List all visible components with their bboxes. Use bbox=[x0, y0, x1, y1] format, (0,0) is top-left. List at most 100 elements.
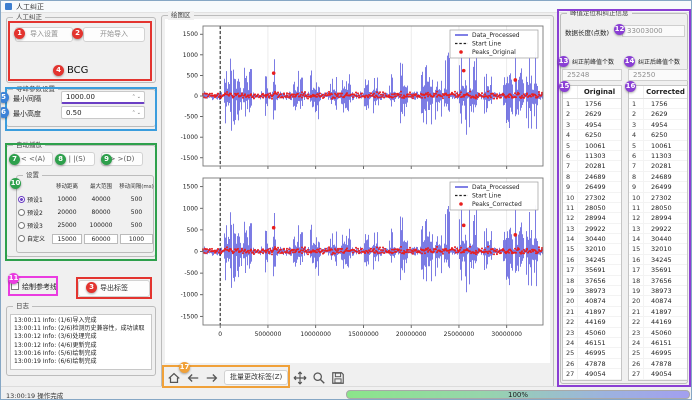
table-row[interactable]: 6 11303 bbox=[563, 150, 621, 162]
table-row[interactable]: 23 45060 bbox=[629, 327, 687, 338]
table-row[interactable]: 26 47878 bbox=[629, 358, 687, 370]
preset-radio[interactable] bbox=[18, 196, 25, 203]
table-row[interactable]: 3 4954 bbox=[629, 119, 687, 131]
table-row[interactable]: 13 29922 bbox=[629, 223, 687, 235]
table-row[interactable]: 27 49054 bbox=[629, 369, 687, 380]
preset-move-distance[interactable]: 15000 bbox=[52, 233, 82, 244]
home-icon[interactable] bbox=[167, 370, 181, 384]
peak-value: 4954 bbox=[651, 120, 668, 129]
table-row[interactable]: 18 37656 bbox=[563, 275, 621, 287]
svg-text:-1000: -1000 bbox=[181, 292, 199, 299]
table-row[interactable]: 14 30440 bbox=[563, 234, 621, 245]
table-row[interactable]: 19 38973 bbox=[563, 286, 621, 297]
table-row[interactable]: 1 1756 bbox=[563, 99, 621, 110]
step-back-button[interactable]: < <(A) bbox=[13, 152, 53, 166]
table-row[interactable]: 20 40874 bbox=[563, 296, 621, 307]
table-row[interactable]: 26 47878 bbox=[563, 358, 621, 370]
signal-chart-original[interactable]: -1500 -1000 -500 0 500 1000 1500 Data_Processed… bbox=[167, 21, 549, 171]
table-row[interactable]: 2 2629 bbox=[629, 109, 687, 120]
table-row[interactable]: 27 49054 bbox=[563, 369, 621, 380]
back-arrow-icon[interactable] bbox=[186, 370, 200, 384]
preset-max-range[interactable]: 100000 bbox=[89, 222, 113, 229]
table-row[interactable]: 19 38973 bbox=[629, 286, 687, 297]
table-row[interactable]: 25 46995 bbox=[629, 348, 687, 359]
table-row[interactable]: 15 32010 bbox=[629, 244, 687, 255]
table-row[interactable]: 14 30440 bbox=[629, 234, 687, 245]
table-row[interactable]: 16 34245 bbox=[563, 254, 621, 266]
table-row[interactable]: 13 29922 bbox=[563, 223, 621, 235]
preset-radio[interactable] bbox=[18, 209, 25, 216]
table-row[interactable]: 16 34245 bbox=[629, 254, 687, 266]
table-row[interactable]: 21 41897 bbox=[563, 306, 621, 318]
table-row[interactable]: 15 32010 bbox=[563, 244, 621, 255]
original-peaks-table[interactable]: Original 1 1756 2 2629 3 4954 bbox=[562, 85, 622, 381]
table-row[interactable]: 2 2629 bbox=[563, 109, 621, 120]
table-row[interactable]: 24 46151 bbox=[629, 337, 687, 349]
signal-chart-corrected[interactable]: -1500 -1000 -500 0 500 1000 1500 0 5000000 100000… bbox=[167, 173, 549, 343]
table-row[interactable]: 11 28050 bbox=[629, 202, 687, 214]
preset-max-range[interactable]: 80000 bbox=[91, 209, 111, 216]
export-labels-button[interactable]: 导出标签 bbox=[78, 280, 150, 297]
table-row[interactable]: 18 37656 bbox=[629, 275, 687, 287]
table-row[interactable]: 1 1756 bbox=[629, 99, 687, 110]
min-height-spinbox[interactable]: 0.50 ⌃⌄ bbox=[61, 106, 145, 119]
table-row[interactable]: 24 46151 bbox=[563, 337, 621, 349]
table-row[interactable]: 4 6250 bbox=[563, 130, 621, 141]
corrected-peaks-table[interactable]: Corrected 1 1756 2 2629 3 4954 bbox=[628, 85, 688, 381]
preset-move-interval[interactable]: 500 bbox=[130, 196, 143, 203]
table-row[interactable]: 7 20281 bbox=[563, 161, 621, 172]
preset-move-distance[interactable]: 25000 bbox=[57, 222, 77, 229]
table-row[interactable]: 17 35691 bbox=[629, 265, 687, 276]
table-row[interactable]: 22 44169 bbox=[629, 317, 687, 328]
preset-move-interval[interactable]: 1000 bbox=[120, 233, 153, 244]
table-row[interactable]: 3 4954 bbox=[563, 119, 621, 131]
table-row[interactable]: 6 11303 bbox=[629, 150, 687, 162]
spin-arrows-icon[interactable]: ⌃⌄ bbox=[131, 94, 142, 100]
preset-radio[interactable] bbox=[18, 222, 25, 229]
table-row[interactable]: 10 27302 bbox=[563, 192, 621, 203]
table-row[interactable]: 25 46995 bbox=[563, 348, 621, 359]
table-row[interactable]: 8 24689 bbox=[563, 171, 621, 183]
save-floppy-icon[interactable] bbox=[331, 370, 345, 384]
preset-row[interactable]: 预设1 10000 40000 500 bbox=[16, 193, 154, 206]
batch-edit-labels-button[interactable]: 批量更改标签(Z) bbox=[224, 369, 289, 385]
preset-max-range[interactable]: 60000 bbox=[84, 233, 118, 244]
import-settings-button[interactable]: 导入设置 bbox=[15, 27, 73, 42]
step-forward-button[interactable]: > >(D) bbox=[101, 152, 143, 166]
preset-move-interval[interactable]: 500 bbox=[130, 209, 143, 216]
preset-radio[interactable] bbox=[18, 235, 25, 242]
table-row[interactable]: 9 26499 bbox=[629, 182, 687, 193]
table-row[interactable]: 12 28994 bbox=[563, 213, 621, 224]
table-row[interactable]: 9 26499 bbox=[563, 182, 621, 193]
pan-arrows-icon[interactable] bbox=[293, 370, 307, 385]
pause-button[interactable]: | |(S) bbox=[59, 152, 95, 166]
start-import-button[interactable]: 开始导入 bbox=[83, 27, 145, 42]
log-list[interactable]: 13:00:11 Info: (1/6)导入完成 13:00:11 Info: (… bbox=[10, 314, 152, 370]
table-row[interactable]: 10 27302 bbox=[629, 192, 687, 203]
table-row[interactable]: 22 44169 bbox=[563, 317, 621, 328]
magnifier-icon[interactable] bbox=[312, 370, 326, 384]
table-row[interactable]: 5 10061 bbox=[563, 140, 621, 151]
preset-row[interactable]: 自定义 15000 60000 1000 bbox=[16, 232, 154, 245]
preset-max-range[interactable]: 40000 bbox=[91, 196, 111, 203]
spin-arrows-icon[interactable]: ⌃⌄ bbox=[131, 109, 142, 116]
peak-value: 37656 bbox=[585, 276, 606, 285]
forward-arrow-icon[interactable] bbox=[205, 370, 219, 384]
reference-line-checkbox[interactable] bbox=[11, 282, 19, 290]
table-row[interactable]: 23 45060 bbox=[563, 327, 621, 338]
table-row[interactable]: 8 24689 bbox=[629, 171, 687, 183]
preset-move-distance[interactable]: 10000 bbox=[57, 196, 77, 203]
table-row[interactable]: 4 6250 bbox=[629, 130, 687, 141]
table-row[interactable]: 20 40874 bbox=[629, 296, 687, 307]
table-row[interactable]: 7 20281 bbox=[629, 161, 687, 172]
preset-move-interval[interactable]: 500 bbox=[130, 222, 143, 229]
table-row[interactable]: 17 35691 bbox=[563, 265, 621, 276]
preset-row[interactable]: 预设2 20000 80000 500 bbox=[16, 206, 154, 219]
min-interval-spinbox[interactable]: 1000.00 ⌃⌄ bbox=[61, 91, 145, 104]
table-row[interactable]: 12 28994 bbox=[629, 213, 687, 224]
table-row[interactable]: 5 10061 bbox=[629, 140, 687, 151]
preset-move-distance[interactable]: 20000 bbox=[57, 209, 77, 216]
table-row[interactable]: 11 28050 bbox=[563, 202, 621, 214]
preset-row[interactable]: 预设3 25000 100000 500 bbox=[16, 219, 154, 232]
table-row[interactable]: 21 41897 bbox=[629, 306, 687, 318]
